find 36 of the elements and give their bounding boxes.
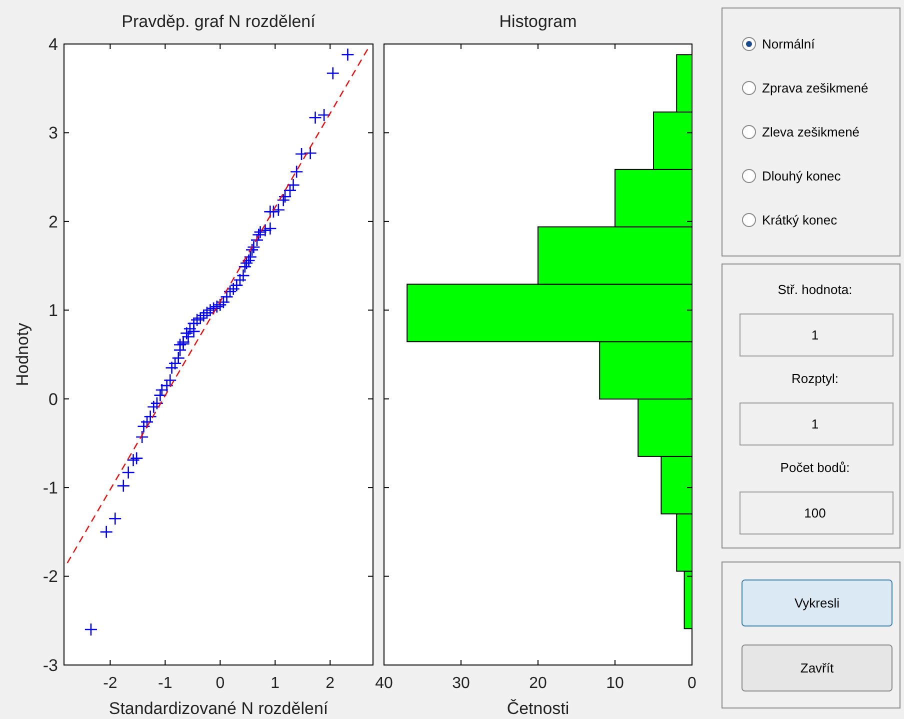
y-tick-label: 1	[48, 301, 58, 320]
x-axis-title: Standardizované N rozdělení	[108, 699, 328, 718]
y-tick-label: -3	[42, 656, 58, 675]
x-tick-label: 20	[529, 675, 547, 692]
data-label: 1	[811, 416, 819, 432]
data-label: 1	[811, 328, 819, 343]
y-tick-label: 0	[48, 390, 58, 409]
x-tick-label: -1	[158, 675, 172, 692]
x-axis-title: Četnosti	[506, 699, 570, 718]
y-tick-label: 3	[48, 124, 58, 143]
text: Zavřít	[800, 660, 834, 676]
text: Vykresli	[794, 596, 840, 611]
text: Dlouhý konec	[762, 168, 842, 184]
x-tick-label: 10	[606, 675, 624, 692]
data-label: 100	[804, 506, 826, 521]
x-tick-label: 0	[216, 675, 225, 692]
text: Normální	[762, 36, 816, 52]
x-tick-label: 40	[375, 675, 393, 692]
text: Zprava zešikmené	[762, 80, 868, 96]
chart-title: Histogram	[499, 12, 577, 31]
text: Počet bodů:	[780, 460, 850, 475]
x-tick-label: 2	[326, 675, 335, 692]
y-axis-title: Hodnoty	[13, 322, 32, 386]
text: Krátký konec	[762, 212, 838, 228]
x-tick-label: -2	[103, 675, 118, 692]
text: Rozptyl:	[792, 371, 838, 386]
y-tick-label: -1	[42, 478, 58, 498]
y-tick-label: 2	[48, 212, 58, 232]
y-tick-label: 4	[48, 34, 58, 54]
x-tick-label: 1	[270, 675, 280, 692]
text: Zleva zešikmené	[762, 124, 860, 140]
x-tick-label: 30	[452, 675, 470, 692]
y-tick-label: -2	[42, 567, 58, 586]
text: Stř. hodnota:	[778, 282, 852, 297]
x-tick-label: 0	[688, 675, 697, 692]
chart-title: Pravděp. graf N rozdělení	[122, 12, 316, 31]
